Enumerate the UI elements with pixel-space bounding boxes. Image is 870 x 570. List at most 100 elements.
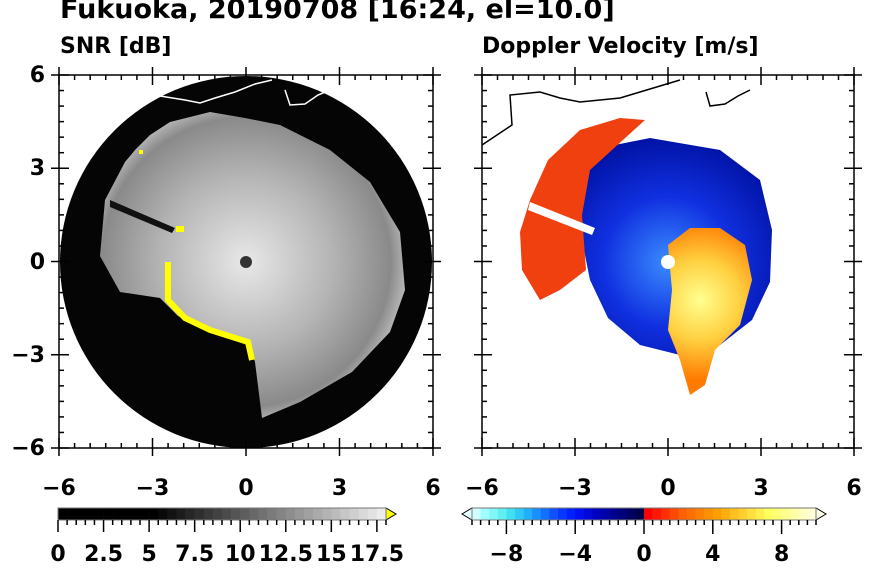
doppler-beam-block (528, 202, 595, 235)
doppler-colorbar-cell (790, 508, 800, 520)
doppler-colorbar-cell (480, 508, 490, 520)
snr-colorbar-cell (85, 508, 95, 520)
snr-colorbar-cell (249, 508, 259, 520)
snr-colorbar-label: 5 (141, 542, 157, 567)
snr-colorbar-cell (349, 508, 359, 520)
doppler-colorbar-cell (618, 508, 628, 520)
doppler-colorbar-cell (497, 508, 507, 520)
snr-colorbar-cell (340, 508, 350, 520)
x-tick-label: 3 (753, 476, 769, 501)
snr-subtitle: SNR [dB] (60, 34, 172, 59)
snr-colorbar-cell (240, 508, 250, 520)
snr-colorbar-cell (304, 508, 314, 520)
x-tick-label: 0 (238, 476, 254, 501)
doppler-receding-west (520, 118, 645, 300)
doppler-colorbar-cell (592, 508, 602, 520)
doppler-colorbar-cell (540, 508, 550, 520)
y-tick-label: −6 (11, 436, 45, 461)
colorbars (57, 507, 827, 534)
snr-colorbar-cell (231, 508, 241, 520)
snr-colorbar-cell (58, 508, 68, 520)
x-tick-label: −3 (558, 476, 592, 501)
snr-colorbar-cell (267, 508, 277, 520)
snr-colorbar-label: 2.5 (84, 542, 124, 567)
snr-colorbar-cell (313, 508, 323, 520)
doppler-colorbar-cell (669, 508, 679, 520)
x-tick-label: −6 (42, 476, 76, 501)
doppler-panel (481, 74, 855, 449)
x-tick-label: 3 (331, 476, 348, 501)
snr-colorbar-cell (194, 508, 205, 520)
doppler-colorbar-cell (489, 508, 499, 520)
snr-colorbar-cell (149, 508, 159, 520)
x-tick-label: −3 (135, 476, 170, 501)
doppler-colorbar-cell (549, 508, 559, 520)
snr-colorbar-cell (322, 508, 332, 520)
snr-over-range (165, 262, 255, 361)
snr-colorbar-cell (140, 508, 150, 520)
doppler-colorbar-cell (523, 508, 533, 520)
snr-colorbar-over-arrow (385, 507, 397, 521)
snr-colorbar-label: 12.5 (258, 542, 313, 567)
doppler-colorbar-cell (506, 508, 516, 520)
snr-echo (100, 112, 405, 418)
doppler-colorbar-cell (730, 508, 739, 520)
x-tick-label: 6 (846, 476, 862, 501)
doppler-colorbar-cell (807, 508, 817, 520)
x-tick-label: 6 (425, 476, 441, 501)
y-tick-label: 3 (29, 156, 45, 182)
doppler-colorbar-cell (773, 508, 782, 520)
x-tick-label: 0 (660, 476, 676, 501)
snr-colorbar-cell (76, 508, 86, 520)
snr-colorbar-cell (167, 508, 177, 520)
snr-colorbar-label: 10 (224, 542, 256, 567)
snr-radar-center (240, 256, 252, 268)
doppler-colorbar-cell (764, 508, 774, 520)
doppler-colorbar-label: −8 (489, 542, 524, 567)
doppler-receding-east (668, 228, 752, 395)
snr-colorbar-cell (222, 508, 232, 520)
doppler-colorbar-cell (635, 508, 645, 520)
doppler-subtitle: Doppler Velocity [m/s] (482, 34, 759, 59)
doppler-colorbar-cell (609, 508, 619, 520)
snr-colorbar-label: 17.5 (349, 542, 405, 567)
doppler-colorbar-cell (566, 508, 576, 520)
snr-panel (58, 74, 434, 449)
doppler-colorbar-label: 0 (636, 542, 652, 567)
snr-colorbar-cell (376, 508, 387, 520)
snr-colorbar-cell (258, 508, 268, 520)
doppler-colorbar-cell (575, 508, 585, 520)
snr-colorbar-cell (121, 508, 132, 520)
doppler-colorbar-cell (652, 508, 662, 520)
doppler-colorbar-cell (798, 508, 808, 520)
y-tick-label: 0 (29, 249, 45, 275)
axis-ticks (51, 67, 862, 456)
doppler-colorbar-under-arrow (461, 507, 473, 521)
doppler-colorbar-cell (644, 508, 653, 520)
snr-beam-block (110, 200, 175, 233)
doppler-colorbar-cell (558, 508, 567, 520)
doppler-colorbar-cell (721, 508, 731, 520)
doppler-radar-center (661, 255, 675, 269)
doppler-colorbar-cell (678, 508, 688, 520)
doppler-colorbar-cell (704, 508, 714, 520)
snr-colorbar-cell (103, 508, 113, 520)
snr-colorbar-cell (276, 508, 287, 520)
snr-colorbar-cell (112, 508, 123, 520)
snr-colorbar-label: 15 (316, 542, 347, 567)
y-tick-label: −3 (11, 342, 45, 368)
snr-colorbar-cell (185, 508, 195, 520)
doppler-colorbar-cell (583, 508, 593, 520)
snr-colorbar-cell (285, 508, 296, 520)
snr-colorbar-cell (358, 508, 369, 520)
doppler-colorbar-cell (515, 508, 524, 520)
snr-colorbar-cell (176, 508, 186, 520)
doppler-colorbar-cell (472, 508, 481, 520)
snr-colorbar-cell (130, 508, 141, 520)
doppler-colorbar-cell (747, 508, 757, 520)
snr-coastline (159, 79, 331, 106)
figure-title: Fukuoka, 20190708 [16:24, el=10.0] (60, 0, 615, 25)
snr-colorbar-cell (212, 508, 223, 520)
doppler-colorbar-cell (532, 508, 542, 520)
